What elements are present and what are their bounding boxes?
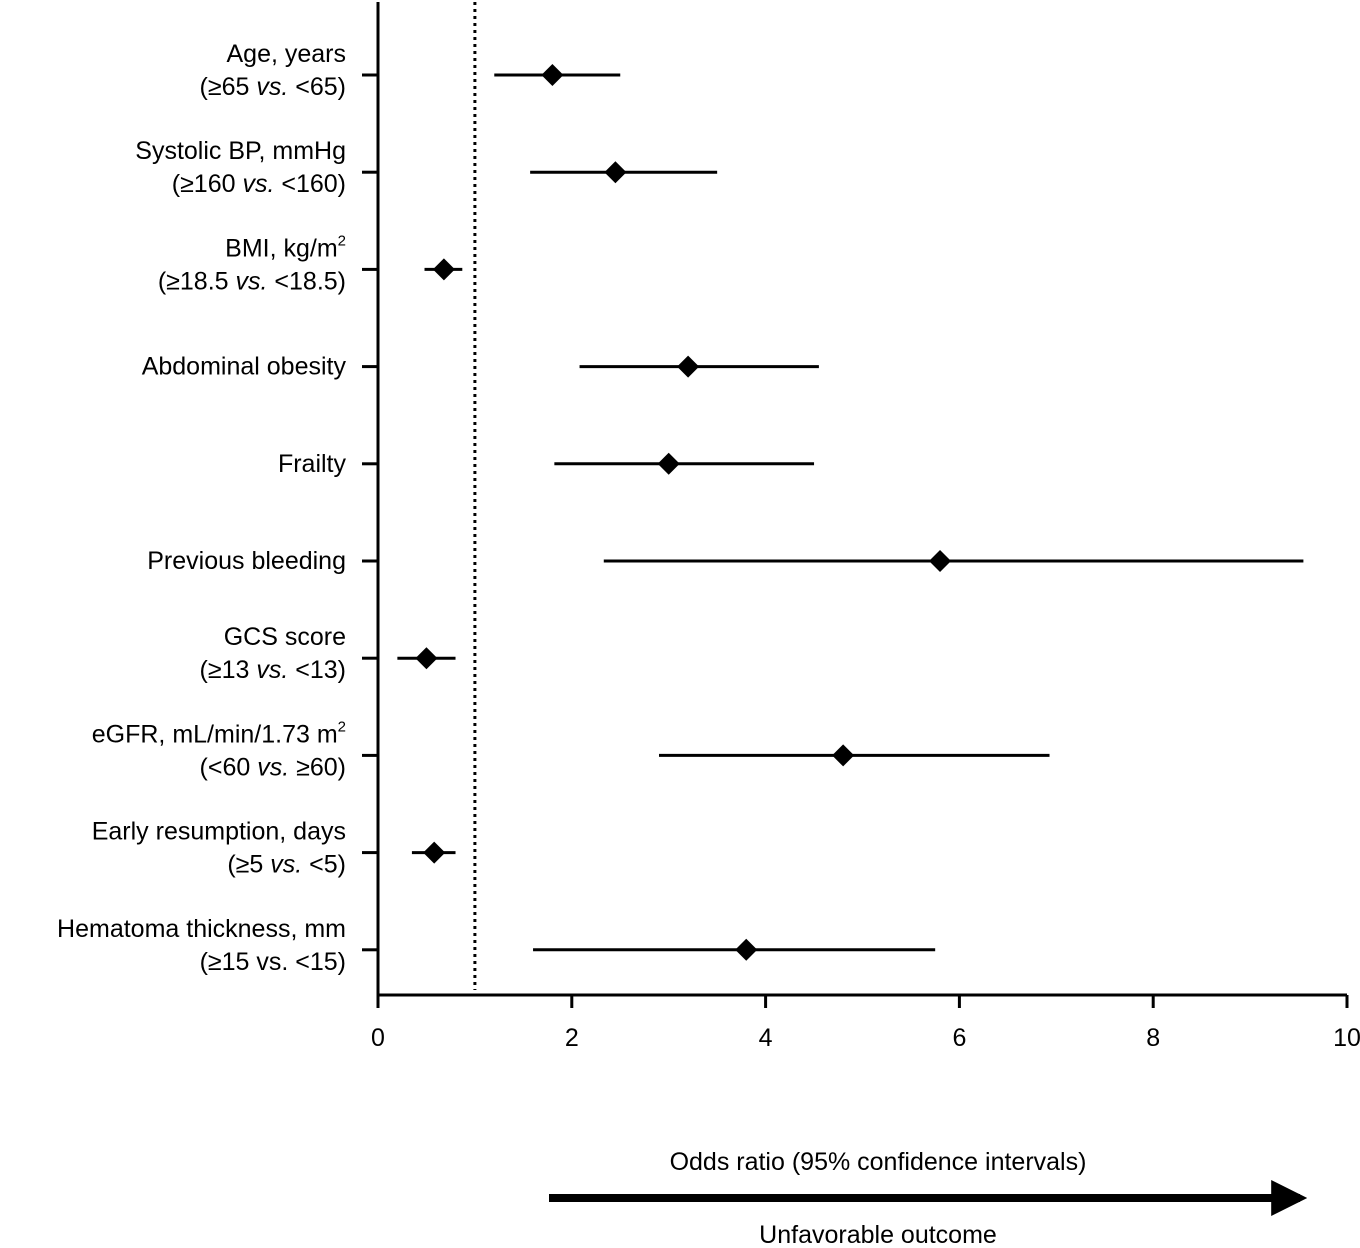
row-sublabel: (≥15 vs. <15) [200, 948, 346, 976]
row-sublabel: (≥65 vs. <65) [200, 73, 346, 101]
row-label: Hematoma thickness, mm [57, 915, 346, 943]
odds-ratio-marker [541, 64, 564, 86]
forest-row: Systolic BP, mmHg (≥160 vs. <160) [135, 137, 718, 198]
forest-row: Previous bleeding [147, 547, 1304, 575]
odds-ratio-marker [832, 744, 855, 767]
odds-ratio-marker [735, 938, 758, 961]
odds-ratio-marker [432, 258, 455, 281]
row-label: Early resumption, days [92, 818, 346, 846]
row-label: BMI, kg/m2 [225, 232, 346, 262]
row-label: GCS score [224, 623, 346, 651]
row-sublabel: (<60 vs. ≥60) [200, 753, 346, 781]
odds-ratio-marker [423, 841, 446, 864]
odds-ratio-marker [677, 355, 700, 378]
x-tick-label: 8 [1146, 1024, 1160, 1052]
row-label: Systolic BP, mmHg [135, 137, 346, 165]
forest-row: Early resumption, days (≥5 vs. <5) [92, 818, 456, 879]
x-tick-label: 4 [759, 1024, 773, 1052]
forest-row: Age, years (≥65 vs. <65) [200, 40, 621, 101]
forest-row: eGFR, mL/min/1.73 m2 (<60 vs. ≥60) [92, 718, 1050, 781]
forest-row: Hematoma thickness, mm (≥15 vs. <15) [57, 915, 936, 976]
odds-ratio-marker [657, 452, 680, 475]
odds-ratio-marker [415, 647, 438, 670]
row-label: Frailty [278, 450, 347, 478]
direction-label: Unfavorable outcome [759, 1221, 997, 1248]
x-tick-label: 6 [952, 1024, 966, 1052]
row-label: Age, years [226, 40, 346, 68]
row-label: Previous bleeding [147, 547, 346, 575]
x-tick-label: 10 [1333, 1024, 1360, 1052]
forest-row: Abdominal obesity [142, 353, 819, 381]
row-sublabel: (≥13 vs. <13) [200, 656, 346, 684]
x-tick-label: 0 [371, 1024, 385, 1052]
row-sublabel: (≥18.5 vs. <18.5) [158, 267, 346, 295]
row-label: eGFR, mL/min/1.73 m2 [92, 718, 346, 748]
odds-ratio-marker [929, 550, 952, 572]
forest-row: GCS score (≥13 vs. <13) [200, 623, 456, 684]
forest-row: BMI, kg/m2 (≥18.5 vs. <18.5) [158, 232, 463, 295]
row-sublabel: (≥160 vs. <160) [172, 170, 346, 198]
row-label: Abdominal obesity [142, 353, 347, 381]
x-tick-label: 2 [565, 1024, 579, 1052]
row-sublabel: (≥5 vs. <5) [227, 851, 346, 879]
x-axis-title: Odds ratio (95% confidence intervals) [670, 1148, 1087, 1176]
forest-row: Frailty [278, 450, 815, 478]
odds-ratio-marker [604, 161, 627, 184]
